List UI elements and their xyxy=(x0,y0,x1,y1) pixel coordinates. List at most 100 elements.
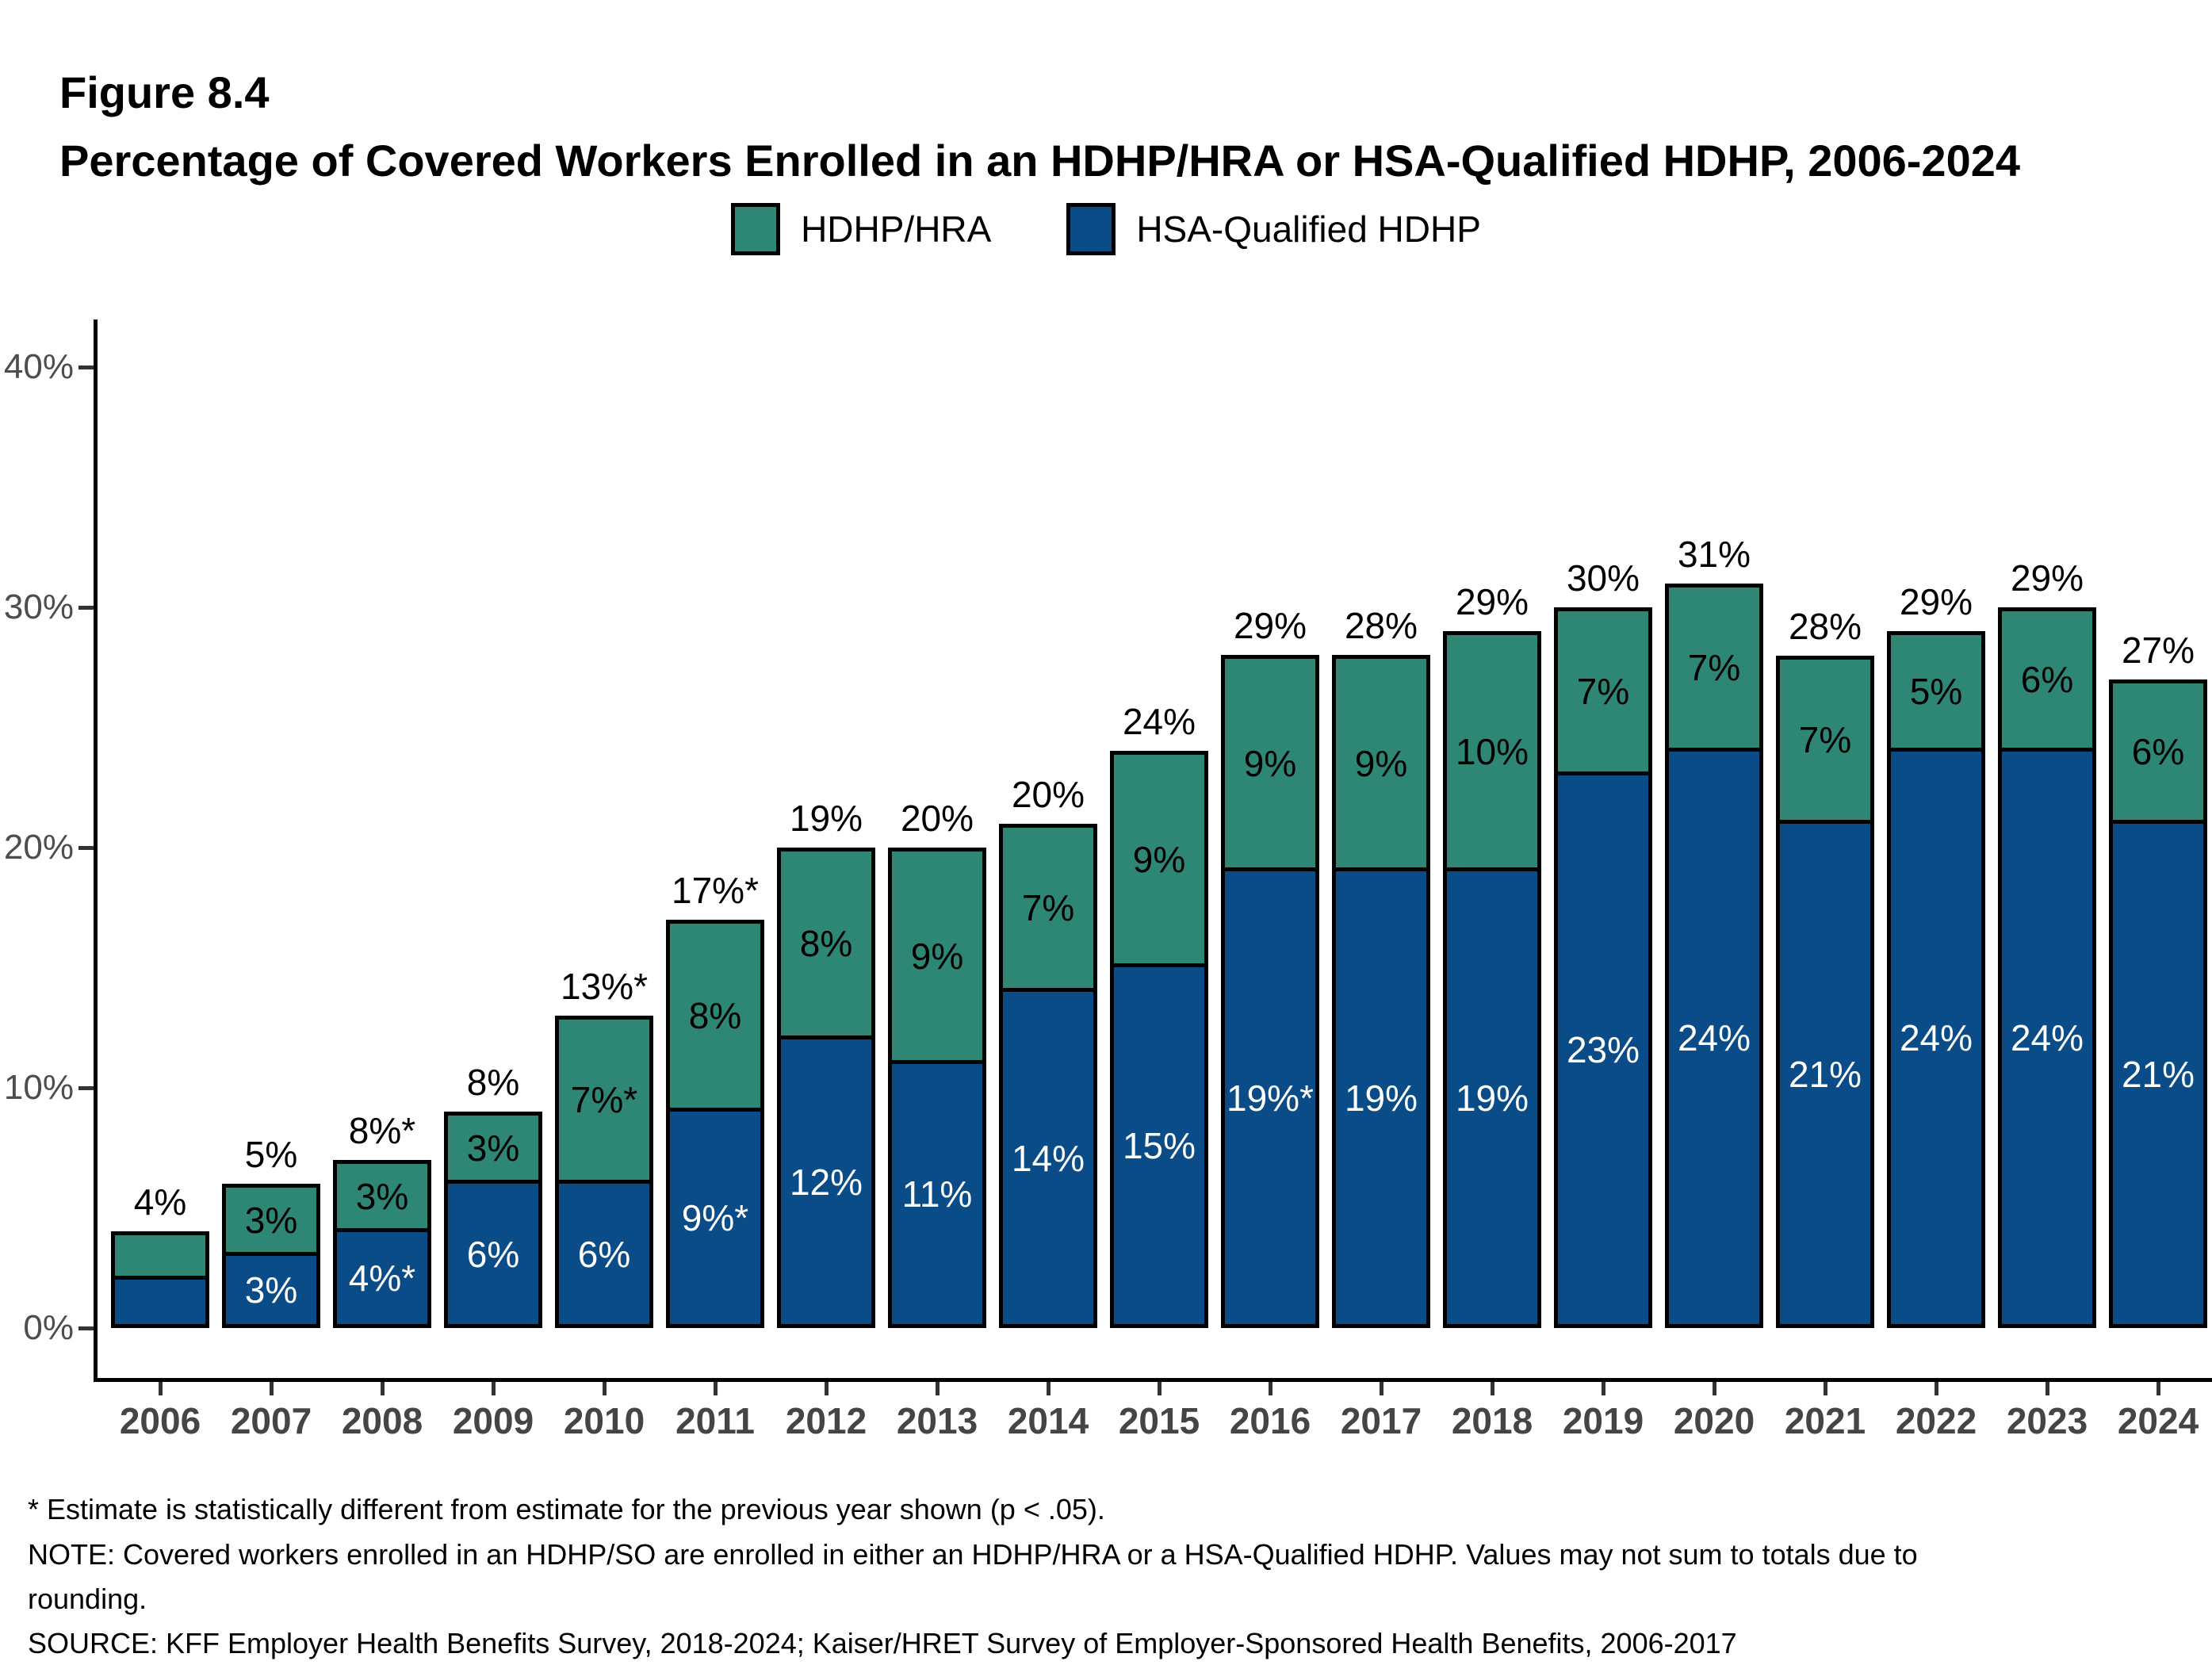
segment-value-label: 3% xyxy=(244,1269,298,1311)
bar-group-2019: 30% 7% 23% 2019 xyxy=(1554,557,1652,1441)
bar-segment-hdhp-hra: 7% xyxy=(1665,584,1763,752)
bar-stack: 3% 3% xyxy=(222,1184,320,1328)
legend: HDHP/HRA HSA-Qualified HDHP xyxy=(0,203,2212,255)
bar-total-label: 30% xyxy=(1566,557,1640,599)
x-axis-year-label: 2006 xyxy=(119,1400,201,1441)
bar-segment-hdhp-hra: 8% xyxy=(777,848,875,1039)
segment-value-label: 9% xyxy=(1354,742,1408,784)
bar-group-2006: 4% 2006 xyxy=(111,1181,209,1441)
segment-value-label: 21% xyxy=(2121,1053,2195,1095)
bar-group-2020: 31% 7% 24% 2020 xyxy=(1665,534,1763,1441)
x-axis-year-label: 2018 xyxy=(1451,1400,1533,1441)
bar-segment-hdhp-hra: 6% xyxy=(1998,607,2096,752)
segment-value-label: 7%* xyxy=(570,1079,638,1120)
bar-total-label: 19% xyxy=(789,798,863,839)
x-axis-tick xyxy=(159,1382,163,1395)
x-axis-tick xyxy=(270,1382,274,1395)
bar-group-2023: 29% 6% 24% 2023 xyxy=(1998,557,2096,1441)
x-axis-tick xyxy=(381,1382,385,1395)
x-axis-tick xyxy=(1713,1382,1716,1395)
x-axis-year-label: 2015 xyxy=(1118,1400,1200,1441)
bar-total-label: 8% xyxy=(466,1062,520,1103)
bar-stack: 6% 21% xyxy=(2109,679,2207,1328)
bar-group-2021: 28% 7% 21% 2021 xyxy=(1776,606,1874,1441)
bar-segment-hdhp-hra xyxy=(111,1231,209,1280)
legend-label-hdhp-hra: HDHP/HRA xyxy=(801,209,992,250)
segment-value-label: 6% xyxy=(2131,731,2185,772)
x-axis-tick xyxy=(2157,1382,2160,1395)
footnote-note-line1: NOTE: Covered workers enrolled in an HDH… xyxy=(28,1538,1918,1571)
segment-value-label: 11% xyxy=(901,1173,973,1215)
x-axis-year-label: 2022 xyxy=(1895,1400,1977,1441)
y-axis-tick xyxy=(78,366,94,369)
bar-segment-hsa-qualified-hdhp: 6% xyxy=(555,1184,653,1328)
y-axis-tick-label: 0% xyxy=(23,1308,74,1347)
x-axis-tick xyxy=(492,1382,496,1395)
segment-value-label: 9% xyxy=(1243,742,1297,784)
x-axis-year-label: 2011 xyxy=(675,1400,755,1441)
bar-segment-hsa-qualified-hdhp: 11% xyxy=(888,1064,986,1328)
bar-group-2017: 28% 9% 19% 2017 xyxy=(1332,605,1430,1441)
bar-segment-hdhp-hra: 8% xyxy=(666,920,764,1112)
segment-value-label: 24% xyxy=(2010,1017,2084,1058)
bar-stack: 7% 23% xyxy=(1554,607,1652,1328)
x-axis-tick xyxy=(1158,1382,1161,1395)
bar-group-2015: 24% 9% 15% 2015 xyxy=(1110,701,1208,1441)
bar-segment-hdhp-hra: 10% xyxy=(1443,631,1541,871)
x-axis-tick xyxy=(2046,1382,2049,1395)
bar-total-label: 29% xyxy=(1455,581,1529,622)
segment-value-label: 19% xyxy=(1344,1077,1418,1119)
bar-total-label: 24% xyxy=(1122,701,1196,742)
bar-group-2014: 20% 7% 14% 2014 xyxy=(999,774,1097,1441)
x-axis-tick xyxy=(1602,1382,1605,1395)
bar-segment-hsa-qualified-hdhp: 19%* xyxy=(1221,871,1319,1328)
bar-stack: 7% 14% xyxy=(999,824,1097,1328)
x-axis-year-label: 2007 xyxy=(230,1400,312,1441)
bar-group-2018: 29% 10% 19% 2018 xyxy=(1443,581,1541,1441)
bar-segment-hdhp-hra: 9% xyxy=(1221,655,1319,871)
bar-segment-hdhp-hra: 7% xyxy=(999,824,1097,992)
x-axis-tick xyxy=(1269,1382,1272,1395)
segment-value-label: 10% xyxy=(1455,730,1529,772)
legend-item-hsa-qualified-hdhp: HSA-Qualified HDHP xyxy=(1066,203,1481,255)
bar-segment-hdhp-hra: 9% xyxy=(1110,751,1208,967)
segment-value-label: 14% xyxy=(1011,1137,1085,1179)
footnote-asterisk: * Estimate is statistically different fr… xyxy=(28,1493,1105,1525)
bar-group-2016: 29% 9% 19%* 2016 xyxy=(1221,605,1319,1441)
bar-segment-hdhp-hra: 3% xyxy=(333,1160,431,1232)
x-axis-year-label: 2019 xyxy=(1562,1400,1644,1441)
x-axis-tick xyxy=(1380,1382,1383,1395)
bar-segment-hsa-qualified-hdhp: 14% xyxy=(999,992,1097,1328)
bar-stack: 3% 4%* xyxy=(333,1160,431,1328)
bar-segment-hsa-qualified-hdhp: 24% xyxy=(1998,752,2096,1328)
y-axis-tick xyxy=(78,846,94,850)
segment-value-label: 21% xyxy=(1788,1053,1862,1095)
segment-value-label: 6% xyxy=(466,1233,520,1275)
bar-segment-hsa-qualified-hdhp: 24% xyxy=(1665,752,1763,1328)
bar-segment-hdhp-hra: 6% xyxy=(2109,679,2207,824)
segment-value-label: 7% xyxy=(1021,887,1075,928)
segment-value-label: 9% xyxy=(910,935,964,977)
segment-value-label: 3% xyxy=(355,1175,409,1217)
x-axis-line xyxy=(94,1378,2212,1382)
x-axis-tick xyxy=(714,1382,718,1395)
segment-value-label: 6% xyxy=(2020,659,2074,700)
x-axis-tick xyxy=(603,1382,607,1395)
bar-segment-hdhp-hra: 9% xyxy=(1332,655,1430,871)
segment-value-label: 12% xyxy=(789,1161,863,1203)
figure-title: Percentage of Covered Workers Enrolled i… xyxy=(59,136,2020,186)
bar-group-2022: 29% 5% 24% 2022 xyxy=(1887,581,1985,1441)
bar-group-2011: 17%* 8% 9%* 2011 xyxy=(666,870,764,1441)
bar-segment-hsa-qualified-hdhp: 15% xyxy=(1110,967,1208,1328)
segment-value-label: 24% xyxy=(1677,1017,1751,1058)
x-axis-year-label: 2024 xyxy=(2117,1400,2199,1441)
segment-value-label: 7% xyxy=(1576,671,1630,712)
bar-total-label: 28% xyxy=(1344,605,1418,646)
bar-total-label: 27% xyxy=(2121,630,2195,671)
bar-total-label: 4% xyxy=(133,1181,187,1223)
bar-stack: 8% 9%* xyxy=(666,920,764,1328)
segment-value-label: 9% xyxy=(1132,838,1186,880)
bar-segment-hsa-qualified-hdhp: 19% xyxy=(1443,871,1541,1328)
bar-segment-hsa-qualified-hdhp: 21% xyxy=(1776,824,1874,1328)
